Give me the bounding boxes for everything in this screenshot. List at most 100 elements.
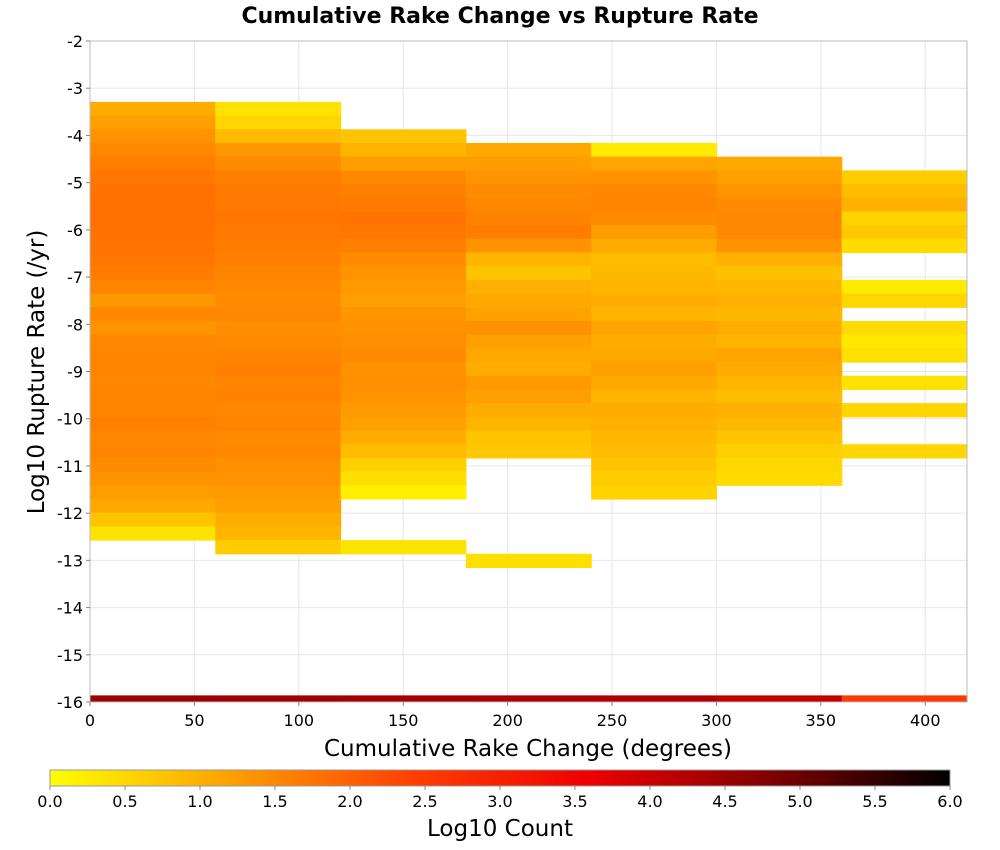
y-tick-label: -4 (67, 126, 83, 145)
heatmap-cell (340, 403, 467, 418)
heatmap-cell (90, 403, 216, 418)
heatmap-cell (465, 553, 592, 569)
colorbar (49, 769, 951, 787)
heatmap-cell (465, 320, 592, 336)
heatmap-cell (215, 526, 342, 541)
heatmap-cell (591, 403, 718, 418)
heatmap-cell (841, 695, 968, 702)
heatmap-cell (716, 266, 843, 281)
heatmap-cell (215, 170, 342, 185)
heatmap-cell (215, 416, 342, 432)
heatmap-cell (716, 307, 843, 322)
heatmap-cell (340, 320, 467, 336)
y-tick-label: -12 (57, 504, 83, 523)
heatmap-cell (215, 252, 342, 267)
heatmap-cell (716, 156, 843, 171)
heatmap-cell (591, 197, 718, 213)
heatmap-cell (591, 307, 718, 322)
heatmap-cell (215, 115, 342, 130)
heatmap-cell (340, 170, 467, 185)
heatmap-cell (716, 334, 843, 349)
heatmap-cells (90, 101, 968, 702)
heatmap-cell (591, 184, 718, 199)
heatmap-cell (340, 485, 467, 500)
heatmap-cell (90, 498, 216, 514)
y-tick-label: -13 (57, 551, 83, 570)
heatmap-cell (591, 444, 718, 459)
heatmap-cell (215, 266, 342, 281)
heatmap-cell (591, 142, 718, 158)
heatmap-cell (716, 362, 843, 377)
heatmap-cell (591, 170, 718, 185)
heatmap-cell (716, 252, 843, 267)
heatmap-cell (90, 334, 216, 349)
colorbar-tick-label: 3.5 (562, 792, 587, 811)
heatmap-cell (465, 238, 592, 254)
heatmap-cell (841, 279, 968, 295)
heatmap-cell (90, 101, 216, 117)
chart-title: Cumulative Rake Change vs Rupture Rate (241, 4, 758, 29)
heatmap-cell (215, 348, 342, 363)
heatmap-cell (215, 471, 342, 486)
heatmap-cell (841, 184, 968, 199)
colorbar-tick-label: 1.0 (187, 792, 212, 811)
heatmap-cell (215, 512, 342, 527)
colorbar-tick-label: 4.0 (637, 792, 662, 811)
y-tick-label: -11 (57, 457, 83, 476)
y-tick-label: -3 (67, 79, 83, 98)
heatmap-cell (591, 334, 718, 349)
heatmap-cell (90, 430, 216, 445)
colorbar-ticks: 0.0 0.5 1.0 1.5 2.0 2.5 3.0 3.5 4.0 4.5 5.0 5.5 6.0 (37, 786, 963, 811)
heatmap-cell (465, 170, 592, 185)
heatmap-cell (215, 334, 342, 349)
heatmap-cell (90, 416, 216, 432)
heatmap-cell (340, 348, 467, 363)
y-tick-label: -7 (67, 268, 83, 287)
heatmap-cell (340, 362, 467, 377)
heatmap-cell (90, 348, 216, 363)
heatmap-cell (716, 320, 843, 336)
heatmap-cell (215, 444, 342, 459)
heatmap-cell (716, 211, 843, 226)
heatmap-cell (90, 485, 216, 500)
heatmap-cell (215, 695, 342, 702)
heatmap-cell (90, 307, 216, 322)
heatmap-cell (716, 389, 843, 404)
heatmap-cell (215, 485, 342, 500)
heatmap-cell (591, 375, 718, 391)
y-axis-ticks: -2 -3 -4 -5 -6 -7 -8 -9 -10 -11 -12 -13 -14 -15 -16 (57, 32, 90, 712)
heatmap-cell (465, 156, 592, 171)
heatmap-cell (90, 225, 216, 240)
heatmap-cell (340, 156, 467, 171)
heatmap-cell (716, 197, 843, 213)
heatmap-cell (215, 389, 342, 404)
y-tick-label: -14 (57, 599, 83, 618)
heatmap-cell (340, 129, 467, 144)
heatmap-cell (215, 279, 342, 295)
heatmap-cell (465, 184, 592, 199)
heatmap-cell (340, 225, 467, 240)
heatmap-cell (215, 238, 342, 254)
colorbar-tick-label: 5.5 (862, 792, 887, 811)
heatmap-cell (340, 430, 467, 445)
heatmap-cell (716, 238, 843, 254)
heatmap-cell (841, 293, 968, 308)
heatmap-cell (215, 540, 342, 555)
heatmap-cell (215, 498, 342, 514)
heatmap-cell (215, 430, 342, 445)
heatmap-cell (465, 266, 592, 281)
heatmap-cell (340, 375, 467, 391)
heatmap-cell (215, 211, 342, 226)
heatmap-cell (90, 375, 216, 391)
heatmap-cell (465, 389, 592, 404)
heatmap-cell (465, 430, 592, 445)
heatmap-cell (841, 170, 968, 185)
x-tick-label: 0 (85, 711, 95, 730)
heatmap-cell (465, 293, 592, 308)
heatmap-cell (90, 362, 216, 377)
heatmap-cell (716, 403, 843, 418)
heatmap-cell (591, 293, 718, 308)
heatmap-cell (591, 156, 718, 171)
heatmap-cell (340, 540, 467, 555)
heatmap-cell (591, 252, 718, 267)
